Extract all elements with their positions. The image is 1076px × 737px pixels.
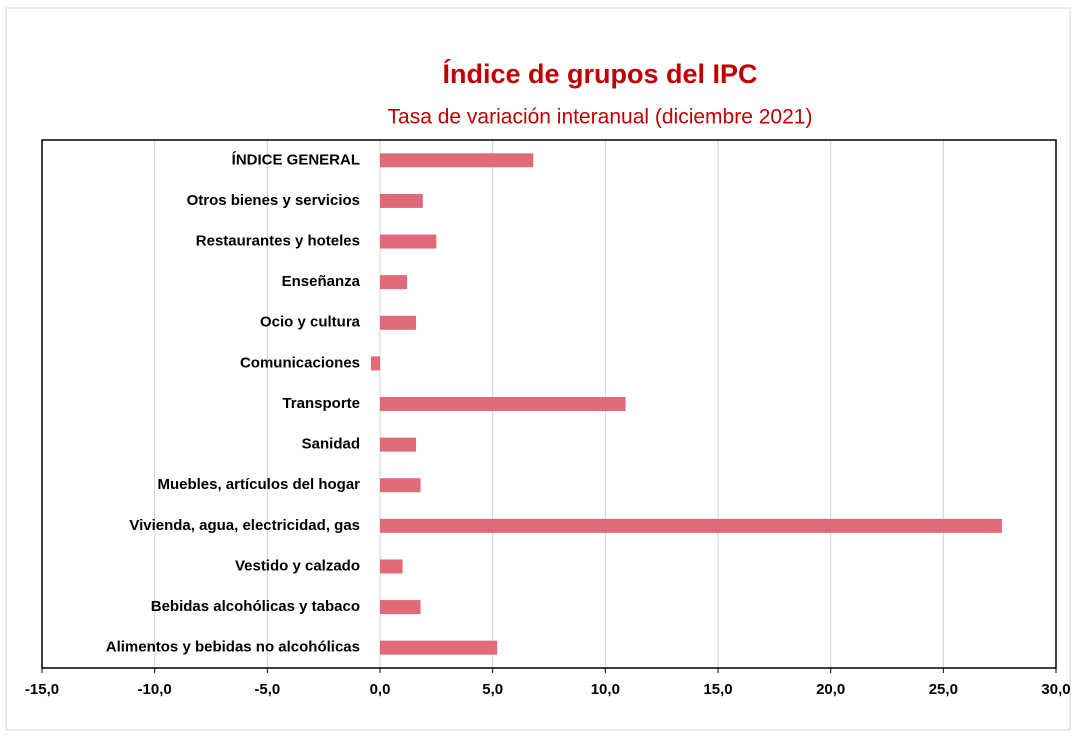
x-tick-label: 25,0 <box>929 681 958 698</box>
y-tick-label: Sanidad <box>302 436 360 453</box>
y-tick-label: Ocio y cultura <box>260 314 361 331</box>
x-tick-label: -10,0 <box>138 681 172 698</box>
y-tick-label: Otros bienes y servicios <box>187 192 360 209</box>
bar <box>380 275 408 290</box>
bar <box>380 153 534 168</box>
chart-subtitle: Tasa de variación interanual (diciembre … <box>388 106 813 129</box>
y-tick-label: Transporte <box>282 395 360 412</box>
x-tick-label: -15,0 <box>25 681 59 698</box>
bar <box>380 559 403 574</box>
bar <box>380 315 417 330</box>
bar <box>380 478 421 493</box>
bar <box>380 193 423 208</box>
chart-title: Índice de grupos del IPC <box>442 58 757 89</box>
bar <box>380 600 421 615</box>
bar <box>380 397 626 411</box>
x-tick-label: 0,0 <box>370 681 391 698</box>
y-tick-label: Enseñanza <box>282 273 361 290</box>
y-tick-label: Muebles, artículos del hogar <box>157 476 360 493</box>
x-tick-label: 30,0 <box>1041 681 1070 698</box>
x-tick-label: 5,0 <box>482 681 503 698</box>
bar <box>380 234 437 249</box>
x-tick-label: 20,0 <box>816 681 845 698</box>
x-tick-label: 15,0 <box>703 681 732 698</box>
x-tick-label: -5,0 <box>254 681 280 698</box>
plot-border <box>41 139 1057 669</box>
y-tick-label: Vivienda, agua, electricidad, gas <box>129 517 360 534</box>
y-tick-label: Restaurantes y hoteles <box>196 233 360 250</box>
y-tick-label: Comunicaciones <box>240 354 360 371</box>
y-tick-label: Bebidas alcohólicas y tabaco <box>151 598 360 615</box>
chart-frame <box>5 7 1071 731</box>
bar <box>370 356 380 371</box>
bar <box>380 518 1002 533</box>
y-tick-label: Alimentos y bebidas no alcohólicas <box>106 639 360 656</box>
bar <box>380 640 498 655</box>
y-tick-label: Vestido y calzado <box>235 557 360 574</box>
bar <box>380 437 417 452</box>
y-tick-label: ÍNDICE GENERAL <box>232 151 360 168</box>
x-tick-label: 10,0 <box>591 681 620 698</box>
